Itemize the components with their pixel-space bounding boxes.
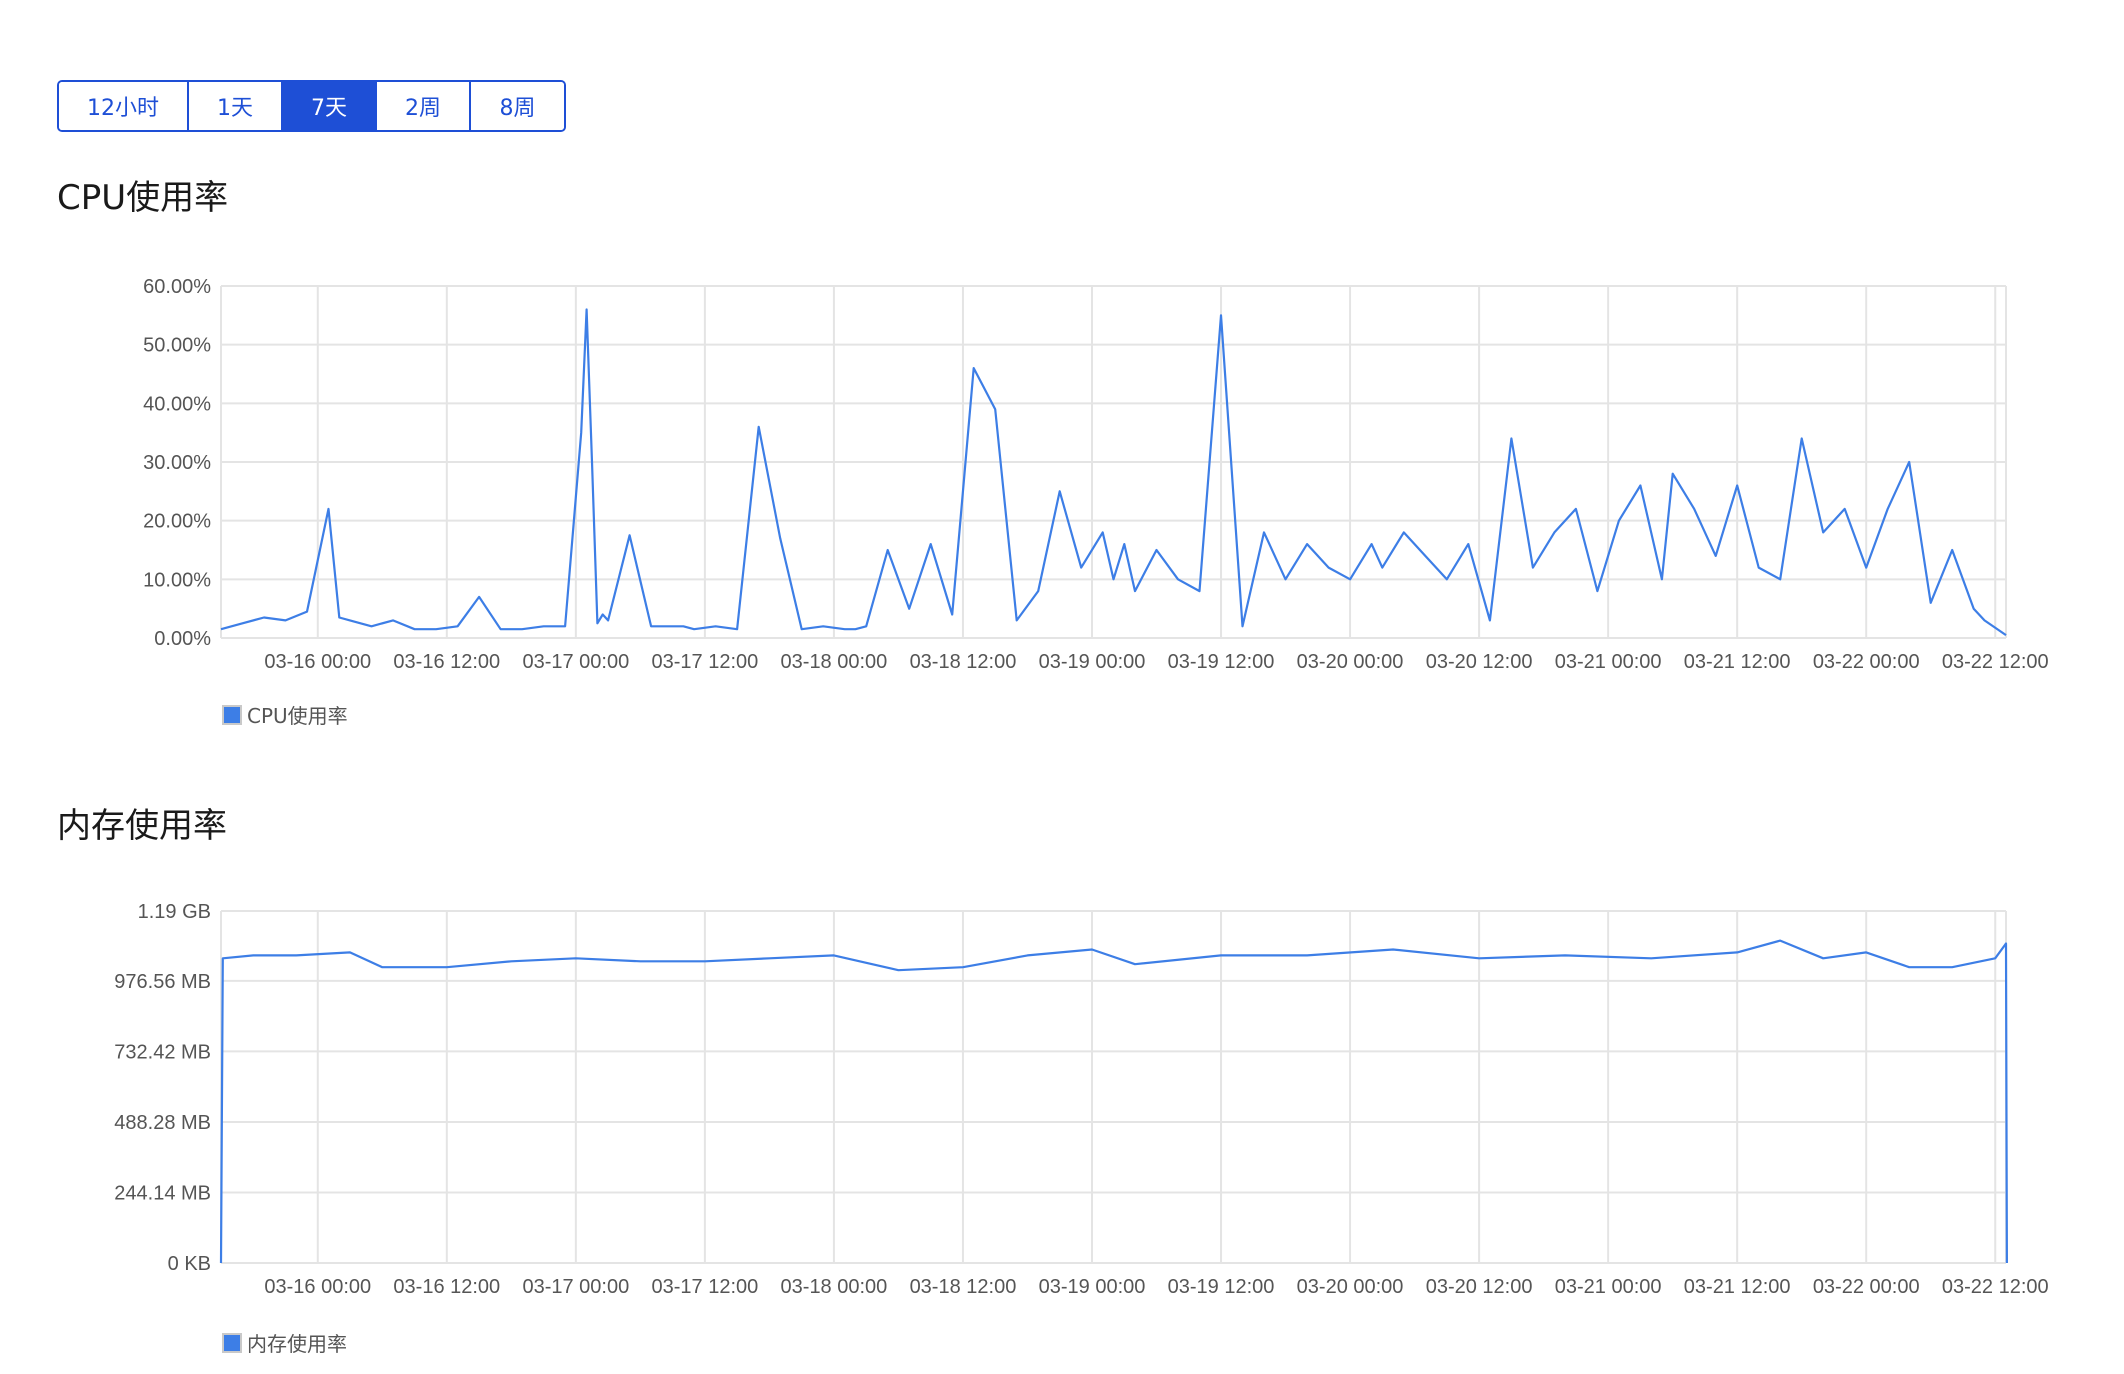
y-tick-label: 30.00%	[143, 452, 211, 474]
memory-usage-chart: 0 KB 244.14 MB 488.28 MB 732.42 MB 976.56 MB…	[114, 901, 2049, 1298]
x-tick-label: 03-16 00:00	[264, 651, 371, 673]
range-tab-2w[interactable]: 2周	[377, 82, 471, 130]
y-tick-label: 60.00%	[143, 276, 211, 298]
legend-swatch-icon	[222, 704, 242, 725]
x-tick-label: 03-16 12:00	[393, 1276, 500, 1298]
memory-chart-legend[interactable]: 内存使用率	[222, 1328, 347, 1357]
series-line	[220, 308, 2007, 637]
x-tick-label: 03-22 00:00	[1813, 1276, 1920, 1298]
range-tab-7d[interactable]: 7天	[283, 82, 377, 130]
x-tick-label: 03-20 00:00	[1297, 651, 1404, 673]
y-tick-label: 0 KB	[168, 1253, 211, 1275]
legend-swatch-icon	[222, 1332, 242, 1353]
x-tick-label: 03-22 00:00	[1813, 651, 1920, 673]
x-tick-label: 03-20 00:00	[1297, 1276, 1404, 1298]
x-tick-label: 03-17 12:00	[652, 651, 759, 673]
y-tick-label: 40.00%	[143, 393, 211, 415]
x-tick-label: 03-18 00:00	[781, 651, 888, 673]
x-tick-label: 03-22 12:00	[1942, 651, 2049, 673]
cpu-chart-legend[interactable]: CPU使用率	[222, 700, 348, 729]
series-line	[219, 939, 2009, 1264]
x-tick-label: 03-19 00:00	[1039, 1276, 1146, 1298]
x-tick-label: 03-20 12:00	[1426, 651, 1533, 673]
x-tick-label: 03-19 00:00	[1039, 651, 1146, 673]
y-tick-label: 10.00%	[143, 569, 211, 591]
legend-label: CPU使用率	[247, 704, 348, 728]
range-tab-1d[interactable]: 1天	[189, 82, 283, 130]
x-tick-label: 03-18 12:00	[910, 1276, 1017, 1298]
x-tick-label: 03-21 12:00	[1684, 651, 1791, 673]
x-tick-label: 03-20 12:00	[1426, 1276, 1533, 1298]
x-tick-label: 03-19 12:00	[1168, 1276, 1275, 1298]
y-tick-label: 732.42 MB	[114, 1041, 211, 1063]
x-tick-label: 03-17 00:00	[522, 1276, 629, 1298]
x-tick-label: 03-18 12:00	[910, 651, 1017, 673]
x-tick-label: 03-19 12:00	[1168, 651, 1275, 673]
x-tick-label: 03-18 00:00	[781, 1276, 888, 1298]
x-tick-label: 03-21 00:00	[1555, 651, 1662, 673]
time-range-selector: 12小时 1天 7天 2周 8周	[57, 80, 566, 132]
y-tick-label: 0.00%	[154, 628, 211, 650]
x-tick-label: 03-21 12:00	[1684, 1276, 1791, 1298]
y-tick-label: 488.28 MB	[114, 1112, 211, 1134]
memory-chart-title: 内存使用率	[57, 806, 227, 846]
y-tick-label: 976.56 MB	[114, 971, 211, 993]
cpu-chart-title: CPU使用率	[57, 178, 229, 218]
cpu-usage-chart: 0.00% 10.00% 20.00% 30.00% 40.00% 50.00% 60.00…	[143, 276, 2049, 673]
y-tick-label: 1.19 GB	[138, 901, 211, 923]
x-tick-label: 03-17 12:00	[652, 1276, 759, 1298]
x-tick-label: 03-17 00:00	[522, 651, 629, 673]
range-tab-12h[interactable]: 12小时	[59, 82, 189, 130]
legend-label: 内存使用率	[247, 1332, 347, 1356]
y-tick-label: 20.00%	[143, 511, 211, 533]
x-tick-label: 03-22 12:00	[1942, 1276, 2049, 1298]
x-tick-label: 03-16 12:00	[393, 651, 500, 673]
x-tick-label: 03-21 00:00	[1555, 1276, 1662, 1298]
x-tick-label: 03-16 00:00	[264, 1276, 371, 1298]
range-tab-8w[interactable]: 8周	[471, 82, 564, 130]
y-tick-label: 244.14 MB	[114, 1182, 211, 1204]
y-tick-label: 50.00%	[143, 335, 211, 357]
